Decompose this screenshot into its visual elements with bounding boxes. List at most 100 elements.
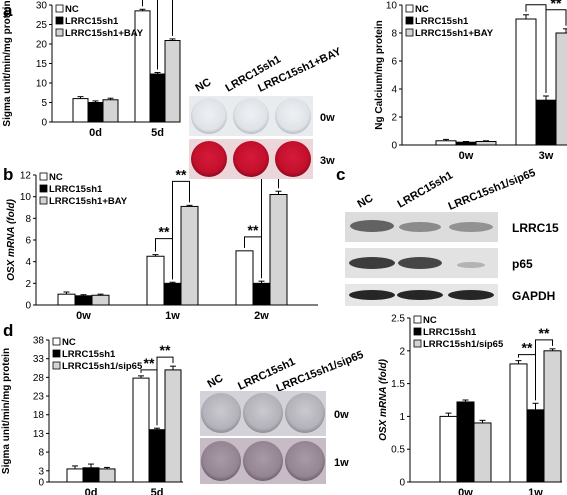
bar-0w-1 bbox=[455, 141, 477, 146]
legend-swatch bbox=[413, 327, 422, 336]
bar-2w-1 bbox=[252, 282, 271, 306]
alp-stain-plate-photo: NC LRRC15sh1 LRRC15sh1/sip65 0w 1w bbox=[200, 349, 365, 484]
y-tick-label: 38 bbox=[33, 336, 45, 347]
bar-1w-0 bbox=[509, 363, 528, 483]
y-tick-label: 2 bbox=[25, 279, 31, 290]
bar-0d-1 bbox=[82, 467, 100, 483]
significance-label: ** bbox=[248, 222, 259, 238]
bar-0d-0 bbox=[72, 98, 89, 123]
significance-label: ** bbox=[551, 0, 562, 11]
legend-label: LRRC15sh1/sip65 bbox=[62, 361, 143, 372]
significance-label: ** bbox=[144, 355, 155, 371]
y-tick-label: 0.5 bbox=[391, 445, 405, 456]
y-tick-label: 0 bbox=[41, 118, 47, 129]
blot-row-label-1: p65 bbox=[512, 257, 533, 271]
category-label: 1w bbox=[528, 487, 543, 495]
well-d-0w-1 bbox=[201, 393, 241, 433]
legend-swatch bbox=[405, 16, 414, 25]
significance-label: ** bbox=[160, 342, 171, 358]
bar-0w-2 bbox=[91, 294, 110, 306]
y-tick-label: 0 bbox=[25, 301, 31, 312]
legend-label: NC bbox=[62, 337, 76, 348]
bar-0w-1 bbox=[456, 401, 475, 483]
y-tick-label: 0 bbox=[391, 141, 397, 152]
legend-swatch bbox=[39, 172, 48, 181]
category-label: 0d bbox=[85, 487, 98, 495]
y-axis-label: Ng Calcium/mg protein bbox=[374, 20, 385, 129]
panel-label-d: d bbox=[3, 321, 13, 340]
bar-1w-1 bbox=[163, 282, 182, 306]
band-gapdh-sh1 bbox=[397, 290, 443, 300]
category-label: 2w bbox=[254, 310, 269, 322]
y-tick-label: 23 bbox=[33, 392, 45, 403]
blot-col-label-2: LRRC15sh1/sip65 bbox=[447, 167, 538, 213]
legend-label: NC bbox=[65, 4, 79, 15]
y-axis-label: OSX mRNA (fold) bbox=[378, 358, 389, 441]
legend-swatch bbox=[55, 28, 64, 37]
alizarin-plate-photo: NC LRRC15sh1 LRRC15sh1+BAY 0w 3w bbox=[189, 45, 344, 179]
y-tick-label: 0 bbox=[399, 478, 405, 489]
y-tick-label: 12 bbox=[20, 171, 32, 182]
band-lrrc15-nc bbox=[350, 220, 394, 232]
band-lrrc15-sh1 bbox=[399, 222, 441, 232]
band-p65-sh1 bbox=[398, 257, 442, 269]
bar-2w-0 bbox=[235, 250, 254, 306]
legend-swatch bbox=[55, 4, 64, 13]
significance-label: ** bbox=[522, 340, 533, 356]
well-d-1w-2 bbox=[243, 441, 283, 481]
legend-swatch bbox=[52, 361, 61, 370]
y-tick-label: 13 bbox=[33, 429, 45, 440]
category-label: 0w bbox=[76, 310, 91, 322]
bar-1w-2 bbox=[543, 350, 562, 483]
panel-label-c: c bbox=[336, 165, 345, 184]
y-tick-label: 25 bbox=[36, 20, 48, 31]
bar-5d-2 bbox=[164, 369, 182, 483]
significance-bracket bbox=[545, 9, 567, 93]
chart-a-alp-activity: 0 5 10 15 20 25 30 Sigma unit/min/mg protein 0d 5… bbox=[2, 0, 181, 139]
plate-d-col-label-2: LRRC15sh1/sip65 bbox=[275, 349, 366, 395]
plate-a-col-label-0: NC bbox=[194, 76, 214, 94]
category-label: 1w bbox=[165, 310, 180, 322]
category-label: 0w bbox=[458, 487, 473, 495]
y-tick-label: 10 bbox=[36, 79, 48, 90]
bar-0w-2 bbox=[475, 141, 497, 146]
significance-label: ** bbox=[539, 325, 550, 341]
legend-label: LRRC15sh1 bbox=[49, 184, 103, 195]
significance-bracket bbox=[157, 0, 173, 70]
significance-bracket bbox=[535, 339, 553, 401]
bar-5d-1 bbox=[148, 429, 166, 483]
blot-row-label-0: LRRC15 bbox=[512, 221, 559, 235]
y-tick-label: 4 bbox=[25, 257, 31, 268]
legend-swatch bbox=[413, 315, 422, 324]
well-a-3w-3 bbox=[275, 141, 311, 177]
band-p65-nc bbox=[349, 257, 395, 269]
well-a-0w-3 bbox=[275, 98, 311, 134]
well-d-1w-1 bbox=[201, 441, 241, 481]
y-tick-label: 8 bbox=[391, 29, 397, 40]
band-lrrc15-sip65 bbox=[449, 222, 493, 232]
well-d-0w-2 bbox=[243, 393, 283, 433]
bar-1w-2 bbox=[180, 205, 199, 306]
bar-0d-1 bbox=[87, 102, 104, 123]
bar-1w-0 bbox=[146, 255, 165, 306]
bar-0w-1 bbox=[74, 295, 93, 306]
legend-swatch bbox=[55, 16, 64, 25]
category-label: 0d bbox=[89, 127, 102, 139]
bar-5d-1 bbox=[149, 73, 166, 123]
well-d-1w-3 bbox=[285, 441, 325, 481]
bar-0w-0 bbox=[435, 140, 457, 146]
bar-2w-2 bbox=[269, 194, 288, 306]
plate-d-row-label-0: 0w bbox=[334, 409, 349, 421]
y-tick-label: 1 bbox=[399, 412, 405, 423]
y-tick-label: 33 bbox=[33, 354, 45, 365]
y-tick-label: 0 bbox=[38, 478, 44, 489]
category-label: 0w bbox=[459, 150, 474, 162]
y-axis-label: Sigma unit/min/mg protein bbox=[1, 348, 12, 474]
category-label: 5d bbox=[151, 127, 164, 139]
bar-0w-0 bbox=[57, 293, 76, 306]
y-axis-label: Sigma unit/min/mg protein bbox=[2, 0, 13, 126]
